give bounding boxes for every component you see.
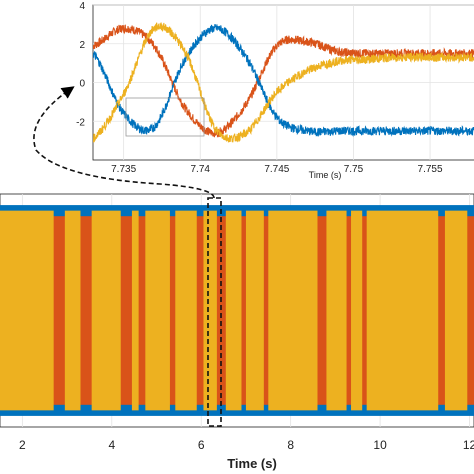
main-series-envelope — [131, 210, 139, 411]
main-series-group — [0, 205, 474, 416]
inset-x-tick-label: 7.735 — [111, 164, 136, 175]
inset-x-tick-label: 7.745 — [264, 164, 289, 175]
main-series-envelope — [444, 210, 468, 411]
main-series-envelope — [366, 210, 439, 411]
inset-x-tick-label: 7.75 — [344, 164, 364, 175]
main-series-envelope — [225, 210, 242, 411]
main-series-envelope — [175, 210, 197, 411]
main-x-tick-label: 8 — [287, 438, 294, 452]
zoom-selection-box — [207, 197, 222, 427]
inset-y-tick-label: 0 — [79, 79, 85, 90]
zoom-connector-arrow — [33, 86, 215, 199]
main-x-tick-label: 12 — [463, 438, 474, 452]
inset-y-tick-label: 2 — [79, 40, 85, 51]
main-series-envelope — [203, 210, 217, 411]
inset-series-phase-a — [93, 23, 474, 138]
main-series-phase-c — [0, 210, 468, 411]
inset-x-tick-label: 7.74 — [191, 164, 211, 175]
inset-x-axis-label: Time (s) — [309, 170, 342, 180]
main-x-tick-label: 2 — [19, 438, 26, 452]
main-series-envelope — [145, 210, 170, 411]
main-series-envelope — [64, 210, 81, 411]
main-series-envelope — [0, 210, 54, 411]
main-ticks: 2 4 6 8 10 12 — [19, 438, 474, 452]
main-x-tick-label: 4 — [108, 438, 115, 452]
main-series-envelope — [351, 210, 363, 411]
inset-ticks: 7.735 7.74 7.745 7.75 7.755 4 2 0 -2 — [76, 1, 443, 175]
main-x-tick-label: 6 — [198, 438, 205, 452]
inset-x-tick-label: 7.755 — [418, 164, 443, 175]
main-x-tick-label: 10 — [373, 438, 387, 452]
main-series-envelope — [91, 210, 121, 411]
main-series-envelope — [268, 210, 318, 411]
main-panel: 2 4 6 8 10 12 Time (s) — [0, 193, 474, 471]
inset-y-tick-label: 4 — [79, 1, 85, 12]
inset-series-group — [93, 22, 474, 143]
main-x-axis-label: Time (s) — [227, 456, 277, 471]
main-series-envelope — [326, 210, 347, 411]
inset-series-phase-c — [93, 22, 474, 143]
inset-y-tick-label: -2 — [76, 117, 85, 128]
main-series-envelope — [245, 210, 264, 411]
inset-panel: 7.735 7.74 7.745 7.75 7.755 4 2 0 -2 Time (s) — [76, 1, 474, 180]
inset-highlight-box — [125, 97, 205, 137]
